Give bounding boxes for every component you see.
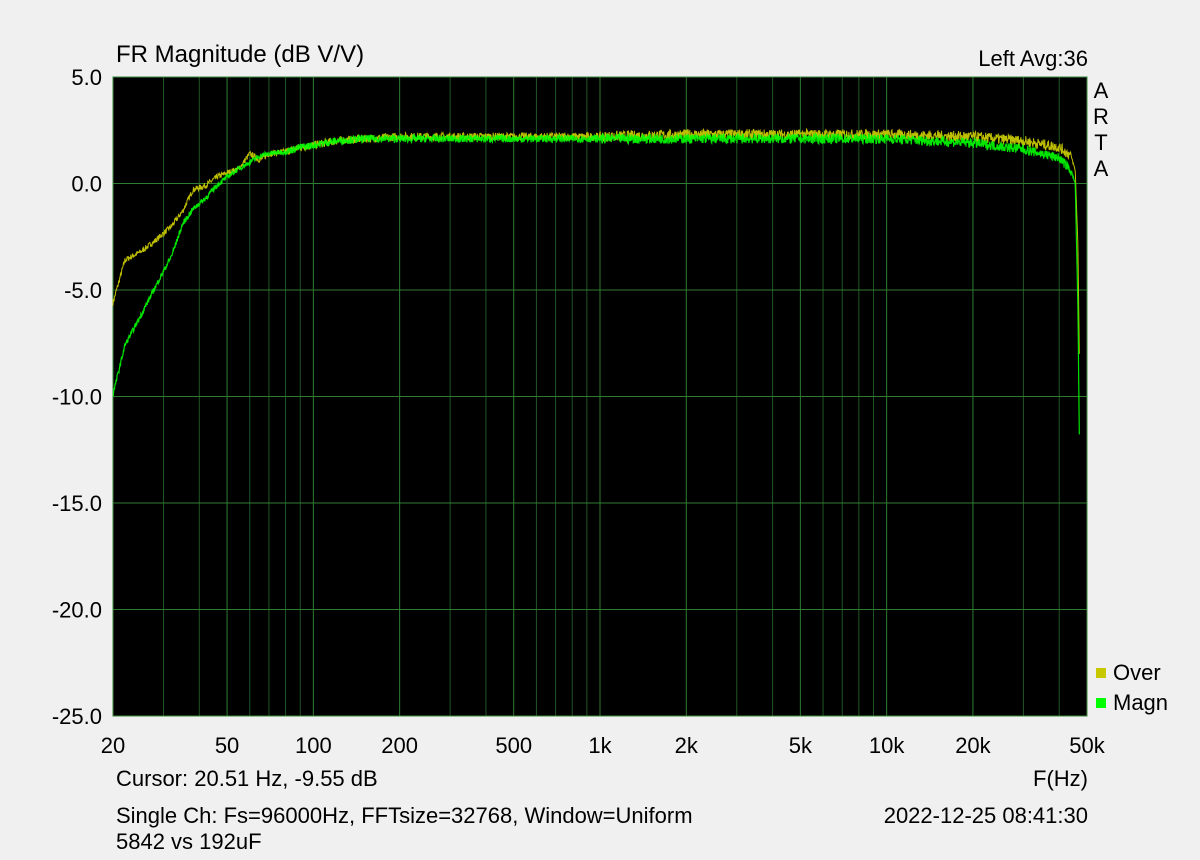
legend-label: Magn [1113, 690, 1169, 715]
x-tick-label: 50 [215, 733, 239, 758]
series-line-magn [112, 132, 1080, 435]
y-tick-label: -10.0 [52, 385, 102, 410]
legend-swatch [1096, 668, 1106, 678]
channel-average-label: Left Avg:36 [978, 46, 1088, 71]
chart-title: FR Magnitude (dB V/V) [116, 41, 365, 68]
measurement-settings: Single Ch: Fs=96000Hz, FFTsize=32768, Wi… [116, 803, 693, 828]
watermark-letter: T [1094, 130, 1108, 155]
chart-legend: Over Magn [1096, 658, 1168, 718]
plot-border [112, 76, 1088, 717]
x-axis-label: F(Hz) [1033, 766, 1088, 791]
x-tick-label: 10k [869, 733, 905, 758]
y-tick-label: -25.0 [52, 704, 102, 729]
x-tick-label: 500 [495, 733, 532, 758]
y-tick-label: -20.0 [52, 598, 102, 623]
legend-label: Over [1113, 660, 1161, 685]
x-tick-label: 50k [1069, 733, 1105, 758]
x-tick-label: 1k [588, 733, 612, 758]
comparison-note: 5842 vs 192uF [116, 829, 262, 854]
legend-item-over: Over [1096, 658, 1168, 688]
timestamp: 2022-12-25 08:41:30 [883, 803, 1088, 828]
x-tick-label: 5k [789, 733, 813, 758]
x-tick-label: 2k [675, 733, 699, 758]
y-tick-label: -15.0 [52, 491, 102, 516]
y-tick-label: -5.0 [64, 278, 102, 303]
x-tick-label: 20k [955, 733, 991, 758]
x-tick-label: 100 [295, 733, 332, 758]
x-tick-label: 200 [381, 733, 418, 758]
legend-swatch [1096, 698, 1106, 708]
x-tick-label: 20 [101, 733, 125, 758]
y-tick-label: 5.0 [71, 65, 102, 90]
legend-item-magn: Magn [1096, 688, 1168, 718]
y-tick-label: 0.0 [71, 172, 102, 197]
cursor-readout: Cursor: 20.51 Hz, -9.55 dB [116, 766, 378, 791]
watermark-letter: A [1093, 156, 1109, 181]
watermark-letter: R [1093, 104, 1109, 129]
watermark-letter: A [1093, 78, 1109, 103]
